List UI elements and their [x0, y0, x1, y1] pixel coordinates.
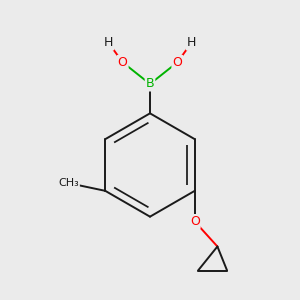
Text: B: B [146, 77, 154, 91]
Text: O: O [190, 215, 200, 228]
Text: H: H [187, 37, 196, 50]
Text: O: O [172, 56, 182, 69]
Text: CH₃: CH₃ [58, 178, 79, 188]
Text: H: H [104, 37, 113, 50]
Text: O: O [118, 56, 128, 69]
